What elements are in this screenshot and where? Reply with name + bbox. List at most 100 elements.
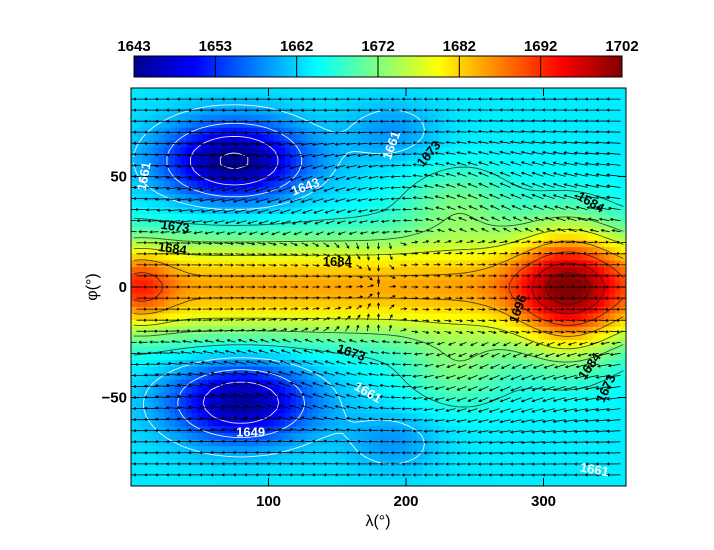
heatmap-cell [521,147,528,155]
heatmap-cell [219,154,226,162]
heatmap-cell [285,373,292,381]
heatmap-cell [598,253,605,262]
heatmap-cell [400,141,407,149]
heatmap-cell [472,399,479,407]
heatmap-cell [274,260,281,268]
heatmap-cell [598,446,605,454]
heatmap-cell [395,273,402,281]
heatmap-cell [609,141,616,149]
heatmap-cell [428,260,435,268]
heatmap-cell [593,147,600,155]
heatmap-cell [356,353,363,361]
heatmap-cell [406,160,413,169]
heatmap-cell [301,174,308,182]
heatmap-cell [191,227,198,235]
heatmap-cell [175,107,182,116]
heatmap-cell [384,247,391,255]
heatmap-cell [389,187,396,195]
heatmap-cell [516,379,523,388]
heatmap-cell [472,147,479,155]
heatmap-cell [362,88,369,96]
heatmap-cell [604,287,611,295]
heatmap-cell [422,167,429,175]
heatmap-cell [219,306,226,315]
heatmap-cell [615,107,622,116]
heatmap-cell [362,313,369,321]
heatmap-cell [180,313,187,321]
heatmap-cell [433,359,440,368]
heatmap-cell [620,393,626,401]
heatmap-cell [510,101,517,109]
heatmap-cell [246,293,253,301]
heatmap-cell [356,280,363,288]
heatmap-cell [230,340,237,348]
heatmap-cell [197,134,204,142]
heatmap-cell [301,320,308,328]
heatmap-cell [609,240,616,248]
heatmap-cell [362,373,369,381]
heatmap-cell [351,207,358,215]
heatmap-cell [406,141,413,149]
heatmap-cell [406,187,413,195]
heatmap-cell [516,273,523,281]
heatmap-cell [538,379,545,388]
heatmap-cell [334,386,341,394]
heatmap-cell [587,419,594,427]
heatmap-cell [565,227,572,235]
heatmap-cell [334,366,341,374]
heatmap-cell [340,267,347,275]
heatmap-cell [164,114,171,122]
heatmap-cell [571,141,578,149]
heatmap-cell [554,134,561,142]
heatmap-cell [219,227,226,235]
heatmap-cell [439,293,446,301]
heatmap-cell [400,253,407,262]
heatmap-cell [301,366,308,374]
heatmap-cell [527,94,534,102]
heatmap-cell [488,267,495,275]
heatmap-cell [307,180,314,189]
heatmap-cell [593,101,600,109]
heatmap-cell [373,160,380,169]
heatmap-cell [367,280,374,288]
heatmap-cell [235,220,242,228]
heatmap-cell [318,240,325,248]
heatmap-cell [318,134,325,142]
heatmap-cell [516,260,523,268]
heatmap-cell [494,413,501,421]
heatmap-cell [494,88,501,96]
heatmap-cell [549,200,556,208]
heatmap-cell [466,121,473,129]
heatmap-cell [472,346,479,354]
heatmap-cell [235,300,242,308]
heatmap-cell [351,240,358,248]
heatmap-cell [169,333,176,341]
heatmap-cell [169,280,176,288]
heatmap-cell [488,340,495,348]
heatmap-cell [444,446,451,454]
heatmap-cell [543,413,550,421]
heatmap-cell [208,167,215,175]
heatmap-cell [323,313,330,321]
heatmap-cell [307,379,314,388]
heatmap-cell [158,293,165,301]
heatmap-cell [136,260,143,268]
heatmap-cell [620,419,626,427]
heatmap-cell [422,200,429,208]
heatmap-cell [406,413,413,421]
heatmap-cell [191,107,198,116]
heatmap-cell [565,180,572,189]
heatmap-cell [400,419,407,427]
heatmap-cell [477,333,484,341]
heatmap-cell [197,320,204,328]
heatmap-cell [351,446,358,454]
heatmap-cell [230,260,237,268]
heatmap-cell [378,134,385,142]
heatmap-cell [598,432,605,441]
heatmap-cell [230,154,237,162]
heatmap-cell [532,240,539,248]
heatmap-cell [175,200,182,208]
heatmap-cell [466,313,473,321]
heatmap-cell [351,253,358,262]
heatmap-cell [389,439,396,447]
